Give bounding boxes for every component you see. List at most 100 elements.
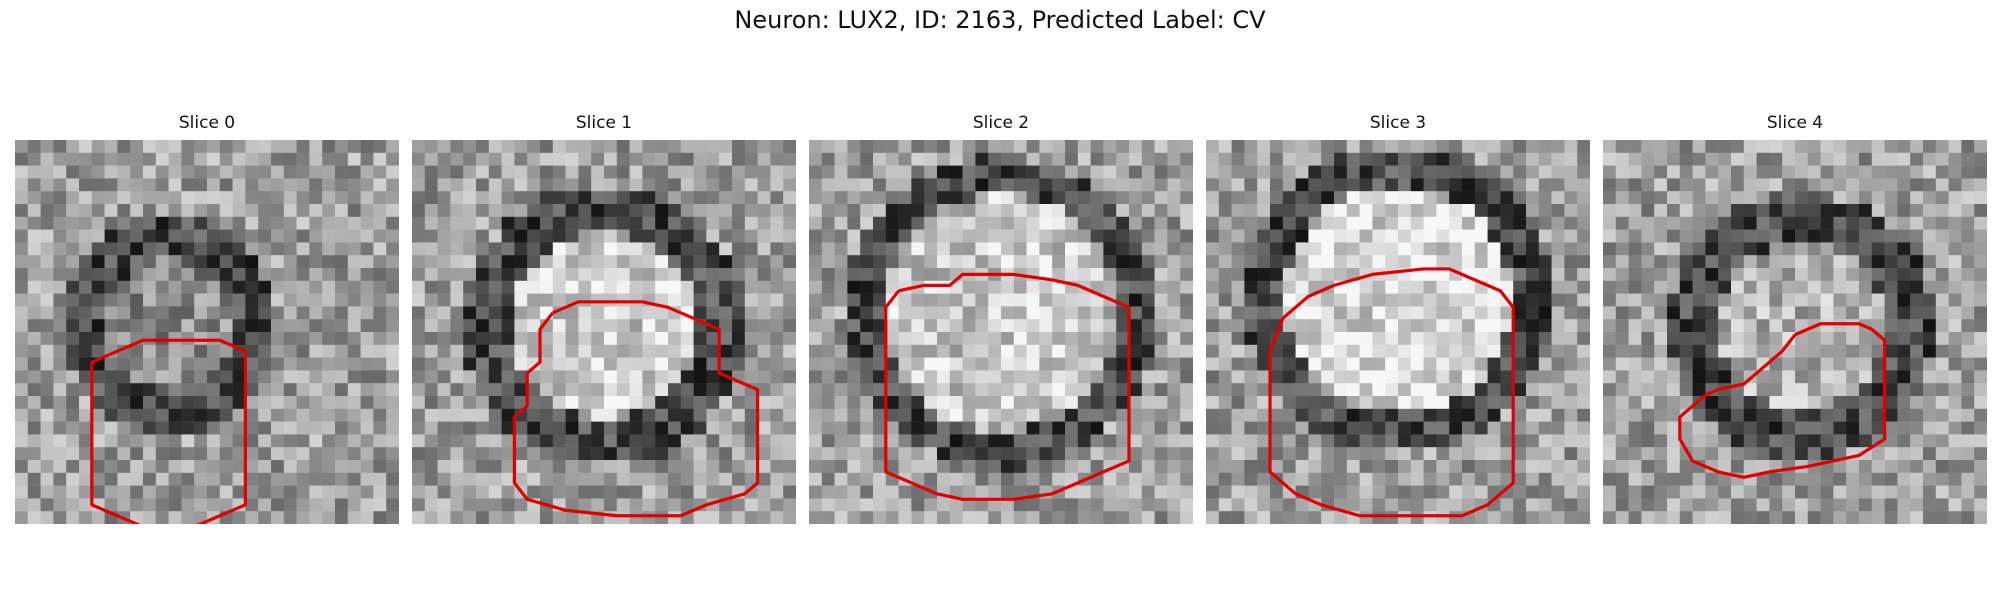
pixel: [284, 473, 297, 486]
pixel: [1488, 370, 1501, 383]
pixel: [373, 166, 386, 179]
pixel: [117, 294, 130, 307]
pixel: [1526, 230, 1539, 243]
pixel: [1923, 486, 1936, 499]
pixel: [463, 345, 476, 358]
pixel: [630, 268, 643, 281]
pixel: [1949, 230, 1962, 243]
pixel: [1270, 191, 1283, 204]
pixel: [1219, 255, 1232, 268]
pixel: [732, 460, 745, 473]
pixel: [1091, 178, 1104, 191]
pixel: [1744, 486, 1757, 499]
pixel: [668, 191, 681, 204]
pixel: [899, 460, 912, 473]
pixel: [578, 332, 591, 345]
pixel: [1475, 178, 1488, 191]
pixel: [566, 242, 579, 255]
pixel: [1974, 294, 1987, 307]
pixel: [169, 242, 182, 255]
pixel: [1808, 178, 1821, 191]
pixel: [988, 332, 1001, 345]
pixel: [706, 294, 719, 307]
pixel: [1603, 306, 1616, 319]
pixel: [1949, 486, 1962, 499]
pixel: [937, 345, 950, 358]
pixel: [1629, 178, 1642, 191]
pixel: [1296, 447, 1309, 460]
pixel: [1846, 370, 1859, 383]
pixel: [1539, 268, 1552, 281]
pixel: [476, 511, 489, 524]
pixel: [1180, 281, 1193, 294]
pixel: [1129, 230, 1142, 243]
pixel: [514, 383, 527, 396]
pixel: [284, 447, 297, 460]
pixel: [860, 294, 873, 307]
pixel: [1244, 281, 1257, 294]
pixel: [1821, 319, 1834, 332]
pixel: [1808, 473, 1821, 486]
pixel: [1462, 434, 1475, 447]
pixel: [476, 255, 489, 268]
pixel: [1027, 345, 1040, 358]
pixel: [105, 306, 118, 319]
pixel: [1693, 153, 1706, 166]
pixel: [1577, 178, 1590, 191]
pixel: [937, 281, 950, 294]
pixel: [1360, 294, 1373, 307]
pixel: [1897, 345, 1910, 358]
pixel: [1001, 396, 1014, 409]
pixel: [681, 217, 694, 230]
pixel: [1232, 255, 1245, 268]
pixel: [822, 447, 835, 460]
pixel: [527, 153, 540, 166]
pixel: [425, 434, 438, 447]
pixel: [1654, 268, 1667, 281]
pixel: [1808, 140, 1821, 153]
pixel: [1744, 166, 1757, 179]
pixel: [169, 434, 182, 447]
pixel: [1552, 473, 1565, 486]
pixel: [1872, 511, 1885, 524]
pixel: [1078, 383, 1091, 396]
pixel: [1513, 486, 1526, 499]
pixel: [758, 486, 771, 499]
pixel: [937, 268, 950, 281]
pixel: [1270, 306, 1283, 319]
pixel: [1885, 140, 1898, 153]
pixel: [194, 255, 207, 268]
pixel: [489, 383, 502, 396]
pixel: [1411, 498, 1424, 511]
pixel: [655, 255, 668, 268]
pixel: [911, 178, 924, 191]
pixel: [66, 383, 79, 396]
pixel: [809, 473, 822, 486]
pixel: [41, 204, 54, 217]
pixel: [284, 358, 297, 371]
pixel: [1014, 409, 1027, 422]
pixel: [438, 217, 451, 230]
pixel: [1577, 140, 1590, 153]
pixel: [566, 332, 579, 345]
pixel: [1577, 345, 1590, 358]
pixel: [79, 370, 92, 383]
pixel: [1385, 319, 1398, 332]
pixel: [1475, 255, 1488, 268]
pixel: [1449, 191, 1462, 204]
pixel: [1360, 498, 1373, 511]
pixel: [1206, 486, 1219, 499]
pixel: [540, 332, 553, 345]
pixel: [450, 153, 463, 166]
pixel: [156, 422, 169, 435]
pixel: [1244, 294, 1257, 307]
pixel: [1603, 511, 1616, 524]
pixel: [1846, 511, 1859, 524]
pixel: [668, 460, 681, 473]
pixel: [1257, 204, 1270, 217]
pixel: [1846, 409, 1859, 422]
pixel: [566, 230, 579, 243]
pixel: [1398, 191, 1411, 204]
pixel: [706, 422, 719, 435]
pixel: [745, 396, 758, 409]
